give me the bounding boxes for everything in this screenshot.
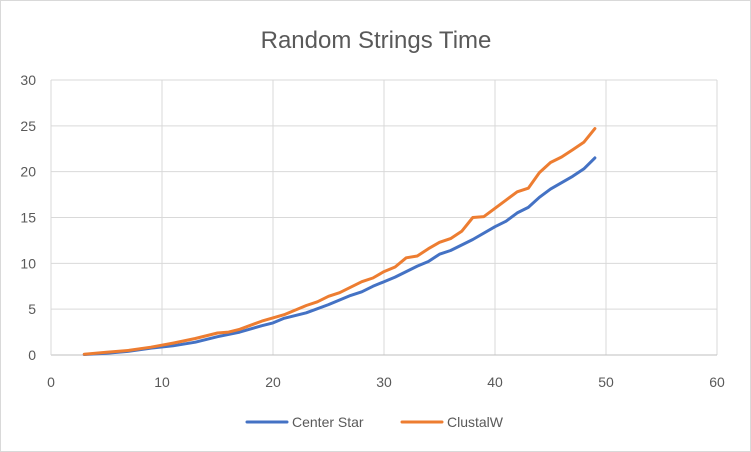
legend: Center Star ClustalW — [245, 414, 504, 430]
chart-title: Random Strings Time — [261, 27, 492, 54]
axes — [50, 80, 717, 356]
x-tick-label: 20 — [265, 374, 281, 390]
y-tick-label: 25 — [20, 118, 36, 134]
x-tick-label: 40 — [487, 374, 503, 390]
y-tick-label: 20 — [20, 164, 36, 180]
x-tick-label: 60 — [709, 374, 725, 390]
legend-label: Center Star — [292, 414, 364, 430]
y-tick-label: 0 — [28, 347, 36, 363]
y-tick-label: 15 — [20, 210, 36, 226]
y-tick-label: 10 — [20, 255, 36, 271]
series-line-clustalw — [82, 127, 597, 356]
grid-lines — [51, 79, 718, 355]
x-tick-label: 30 — [376, 374, 392, 390]
legend-label: ClustalW — [447, 414, 504, 430]
x-tick-label: 50 — [598, 374, 614, 390]
series-group — [82, 127, 597, 356]
y-tick-label: 5 — [28, 301, 36, 317]
x-tick-label: 10 — [154, 374, 170, 390]
y-tick-label: 30 — [20, 72, 36, 88]
x-tick-label: 0 — [47, 374, 55, 390]
tick-labels: 0 5 10 15 20 25 30 0 10 20 30 40 50 60 — [20, 72, 725, 390]
series-line-center-star — [82, 156, 597, 356]
